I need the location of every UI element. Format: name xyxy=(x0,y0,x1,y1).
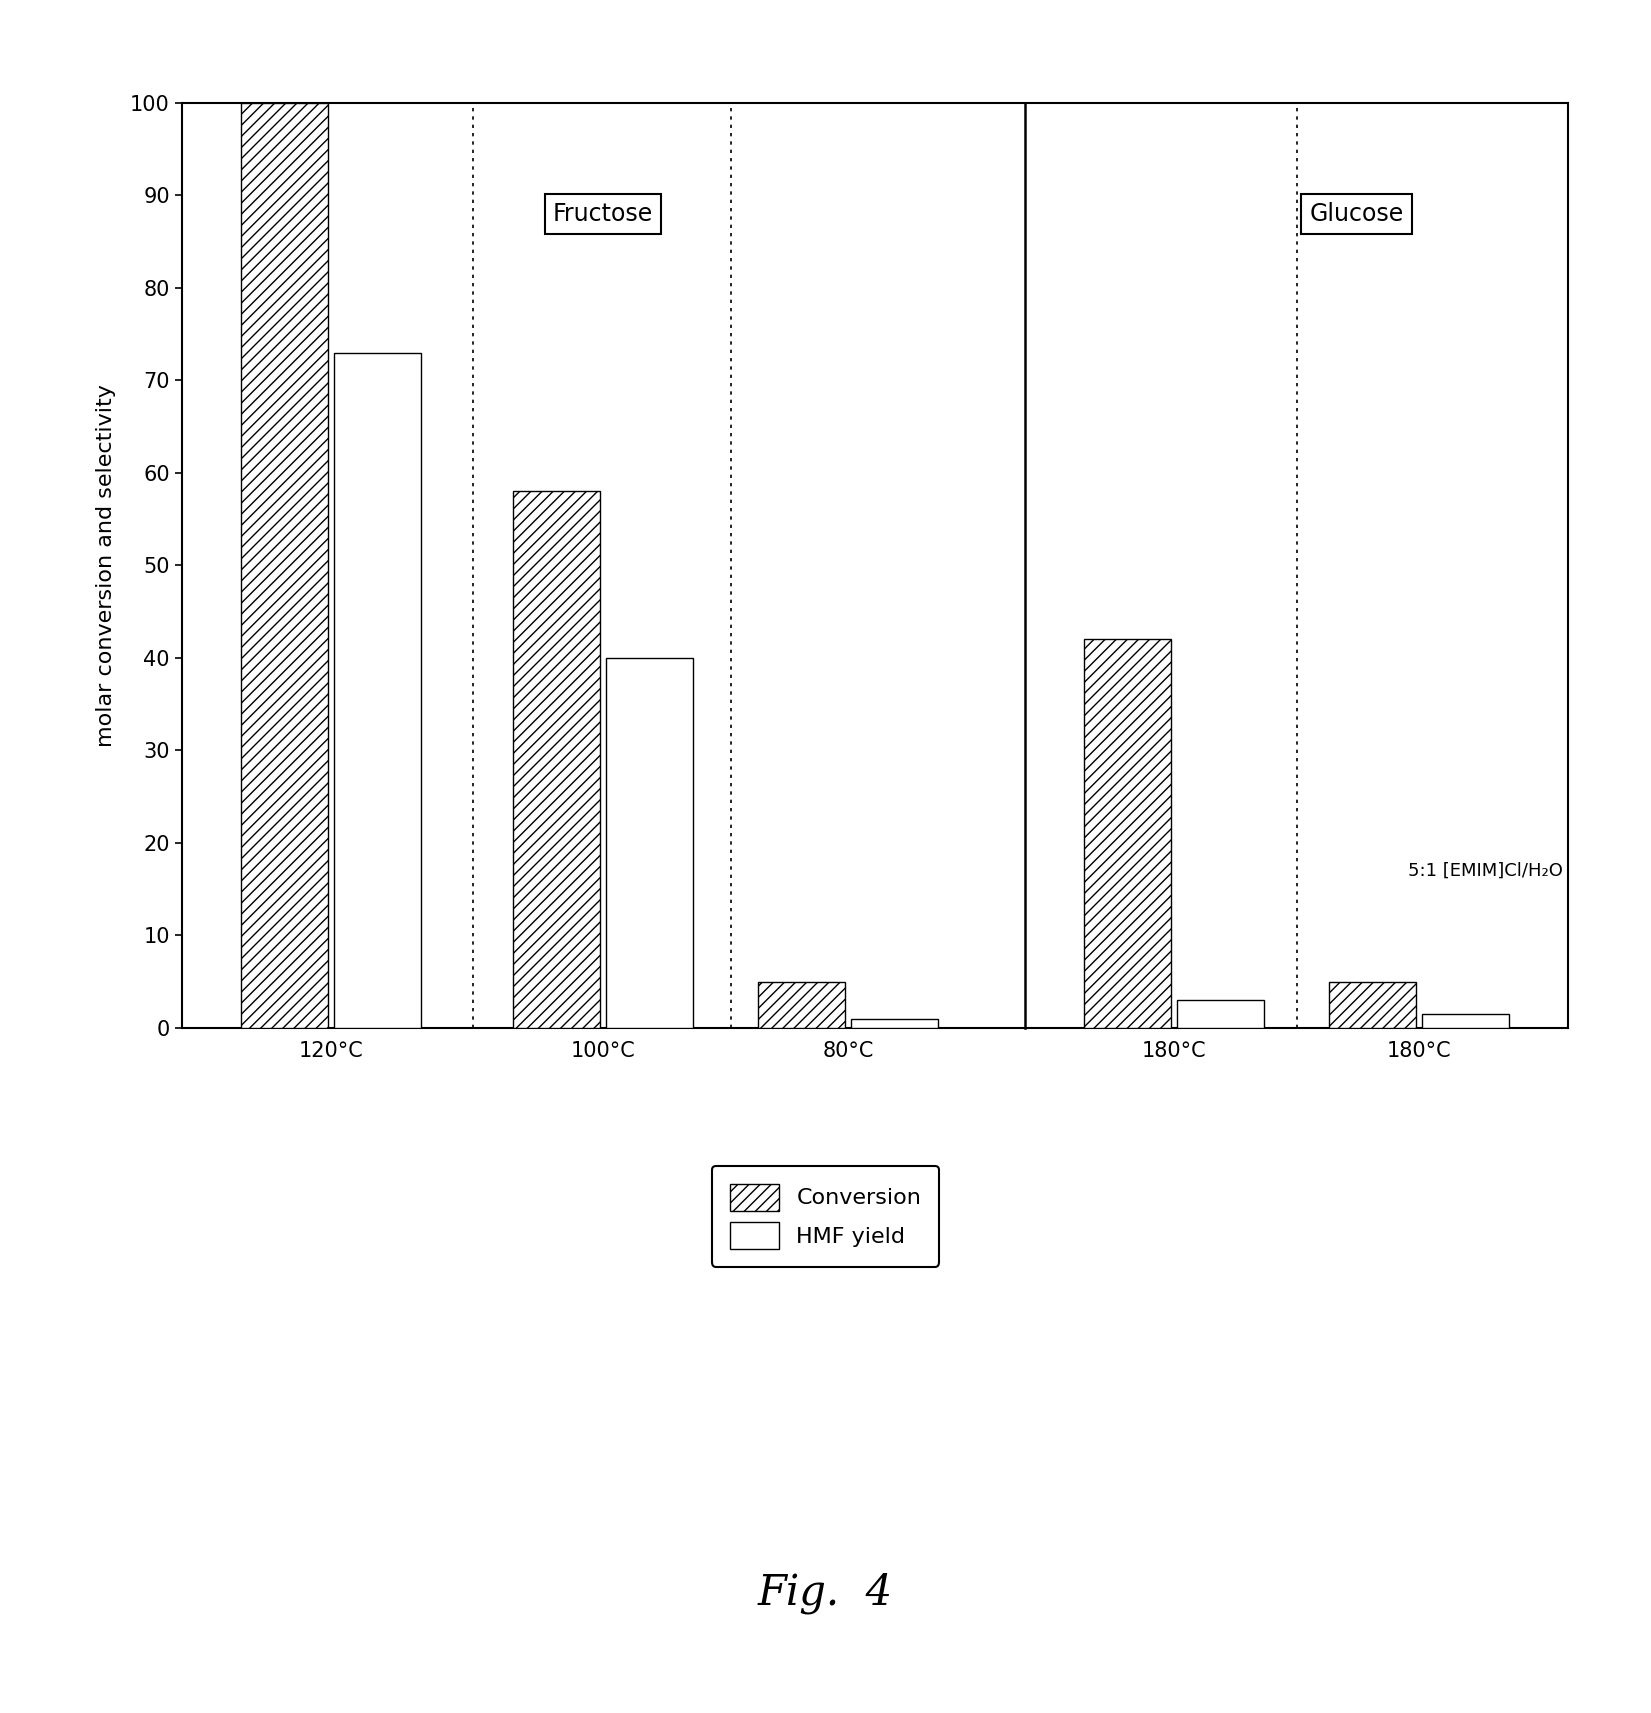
Bar xyxy=(1329,982,1417,1028)
Bar xyxy=(513,492,601,1028)
Bar xyxy=(334,353,421,1028)
Bar xyxy=(1177,1000,1265,1028)
Bar xyxy=(606,658,693,1028)
Text: Fig.  4: Fig. 4 xyxy=(758,1573,893,1614)
Legend: Conversion, HMF yield: Conversion, HMF yield xyxy=(712,1167,939,1266)
Text: Glucose: Glucose xyxy=(1309,202,1403,226)
Bar xyxy=(1085,639,1172,1028)
Text: 5:1 [EMIM]Cl/H₂O: 5:1 [EMIM]Cl/H₂O xyxy=(1408,862,1563,879)
Y-axis label: molar conversion and selectivity: molar conversion and selectivity xyxy=(96,384,116,747)
Bar xyxy=(241,103,329,1028)
Text: Fructose: Fructose xyxy=(553,202,654,226)
Bar xyxy=(758,982,845,1028)
Bar xyxy=(1422,1014,1509,1028)
Bar xyxy=(850,1019,938,1028)
